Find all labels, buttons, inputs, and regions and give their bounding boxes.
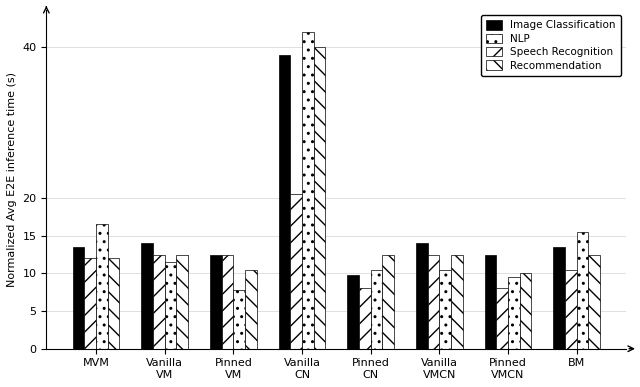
Bar	[451, 255, 463, 349]
Bar	[234, 290, 245, 349]
Bar	[153, 255, 164, 349]
Bar	[291, 194, 302, 349]
Bar	[108, 259, 120, 349]
Bar	[359, 288, 371, 349]
Bar	[348, 275, 359, 349]
Bar	[565, 270, 577, 349]
Bar	[302, 33, 314, 349]
Bar	[484, 255, 496, 349]
Bar	[588, 255, 600, 349]
Bar	[382, 255, 394, 349]
Legend: Image Classification, NLP, Speech Recognition, Recommendation: Image Classification, NLP, Speech Recogn…	[481, 15, 621, 76]
Bar	[496, 288, 508, 349]
Bar	[439, 270, 451, 349]
Bar	[314, 48, 325, 349]
Bar	[221, 255, 234, 349]
Y-axis label: Normalized Avg E2E inference time (s): Normalized Avg E2E inference time (s)	[7, 72, 17, 287]
Bar	[73, 247, 84, 349]
Bar	[96, 224, 108, 349]
Bar	[371, 270, 382, 349]
Bar	[577, 232, 588, 349]
Bar	[164, 262, 177, 349]
Bar	[177, 255, 188, 349]
Bar	[84, 259, 96, 349]
Bar	[553, 247, 565, 349]
Bar	[141, 243, 153, 349]
Bar	[508, 277, 520, 349]
Bar	[416, 243, 428, 349]
Bar	[520, 274, 531, 349]
Bar	[278, 55, 291, 349]
Bar	[245, 270, 257, 349]
Bar	[428, 255, 439, 349]
Bar	[210, 255, 221, 349]
